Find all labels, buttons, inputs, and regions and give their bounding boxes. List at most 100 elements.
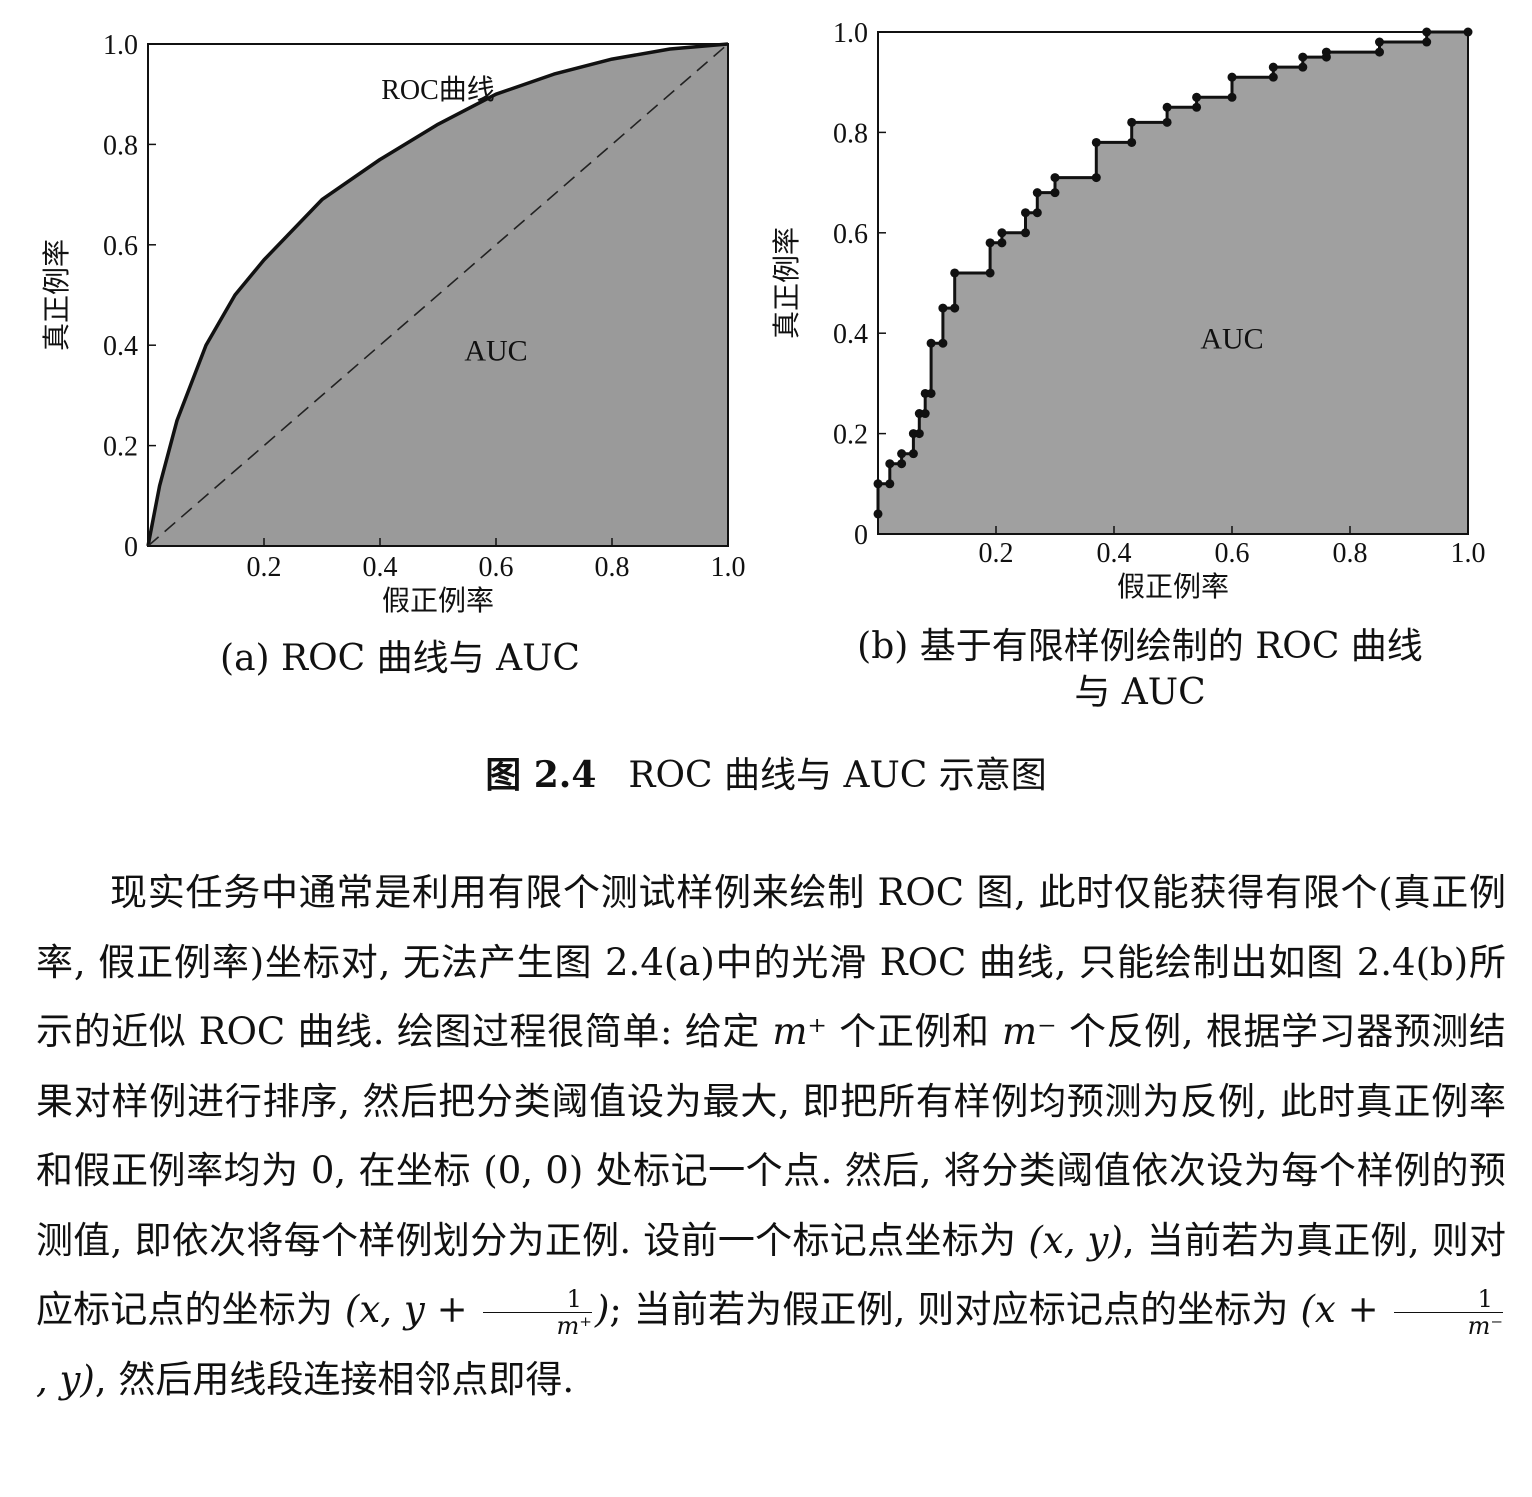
math-m-minus: m⁻ (1002, 1010, 1057, 1053)
fraction-1-over-m-plus: 1 m⁺ (482, 1286, 592, 1340)
roc-point-19 (985, 238, 995, 248)
auc-label: AUC (1200, 322, 1263, 355)
x-axis-label: 假正例率 (1117, 571, 1229, 603)
y-tick-label-4: 0.8 (833, 118, 868, 149)
roc-point-21 (997, 228, 1007, 238)
x-tick-label-4: 1.0 (711, 552, 746, 583)
y-tick-label-2: 0.4 (833, 319, 868, 350)
roc-point-6 (908, 449, 918, 459)
para-text-6: , 然后用线段连接相邻点即得. (94, 1357, 575, 1401)
figure-number: 图 2.4 (485, 754, 597, 796)
roc-chart-a: 0.2 0.4 0.6 0.8 1.0 0 0.2 0.4 0.6 0.8 1.0 假正例率 真正例率 R… (41, 30, 746, 617)
y-axis-label: 真正例率 (41, 239, 73, 351)
x-tick-label-3: 0.8 (1333, 538, 1368, 569)
body-paragraph: 现实任务中通常是利用有限个测试样例来绘制 ROC 图, 此时仅能获得有限个(真正… (36, 858, 1506, 1414)
para-text-1: 现实任务中通常是利用有限个测试样例来绘制 ROC 图, 此时仅能获得有限个(真正… (36, 871, 1506, 1053)
roc-chart-b: 0.2 0.4 0.6 0.8 1.0 0 0.2 0.4 0.6 0.8 1.0 假正例率 真正例率 A… (771, 18, 1486, 603)
roc-point-3 (885, 459, 895, 469)
x-tick-label-0: 0.2 (247, 552, 282, 583)
random-guess-diagonal (147, 43, 729, 547)
y-tick-label-1: 0.2 (103, 432, 138, 463)
roc-point-16 (950, 303, 960, 313)
roc-point-1 (873, 479, 883, 489)
roc-point-28 (1091, 173, 1101, 183)
roc-point-35 (1192, 92, 1202, 102)
x-tick-label-0: 0.2 (979, 538, 1014, 569)
roc-point-31 (1127, 117, 1137, 127)
figure-caption: 图 2.4 ROC 曲线与 AUC 示意图 (0, 746, 1532, 798)
roc-curve-label: ROC曲线 (381, 74, 495, 106)
math-xy: (x, y) (1028, 1218, 1123, 1262)
para-text-2: 个正例和 (826, 1010, 1002, 1053)
roc-point-34 (1192, 102, 1202, 112)
roc-point-26 (1050, 188, 1060, 198)
y-tick-label-5: 1.0 (103, 30, 138, 61)
x-tick-label-3: 0.8 (595, 552, 630, 583)
caption-b: (b) 基于有限样例绘制的 ROC 曲线 与 AUC (800, 624, 1480, 716)
caption-b-line2: 与 AUC (1074, 672, 1206, 713)
roc-point-15 (938, 303, 948, 313)
roc-point-27 (1050, 173, 1060, 183)
x-tick-label-1: 0.4 (1097, 538, 1132, 569)
y-tick-label-3: 0.6 (103, 231, 138, 262)
roc-point-40 (1298, 62, 1308, 72)
y-tick-label-5: 1.0 (833, 18, 868, 49)
roc-point-20 (997, 238, 1007, 248)
y-tick-label-3: 0.6 (833, 219, 868, 250)
roc-point-24 (1032, 208, 1042, 218)
roc-point-30 (1127, 137, 1137, 147)
roc-point-10 (920, 409, 930, 419)
roc-point-32 (1162, 117, 1172, 127)
y-tick-label-0: 0 (124, 532, 138, 563)
roc-point-43 (1321, 47, 1331, 57)
figure-title: ROC 曲线与 AUC 示意图 (628, 755, 1047, 796)
frac-den-m-plus: m⁺ (556, 1312, 592, 1340)
roc-point-17 (950, 268, 960, 278)
roc-point-29 (1091, 137, 1101, 147)
para-text-5: ; 当前若为假正例, 则对应标记点的坐标为 (609, 1288, 1301, 1331)
roc-point-14 (938, 338, 948, 348)
math-coord1-post: ) (594, 1288, 610, 1331)
auc-label: AUC (464, 334, 527, 367)
roc-point-45 (1375, 37, 1384, 47)
math-m-plus: m⁺ (772, 1010, 827, 1053)
roc-point-46 (1422, 37, 1432, 47)
roc-point-25 (1032, 188, 1042, 198)
roc-point-22 (1021, 228, 1030, 238)
para-text-3: 个反例, 根据学习器预测结果对样例进行排序, 然后把分类阈值设为最大, 即把所有… (36, 1010, 1506, 1262)
roc-point-18 (985, 268, 995, 278)
roc-point-2 (885, 479, 895, 489)
y-tick-label-2: 0.4 (103, 331, 138, 362)
roc-point-33 (1162, 102, 1172, 112)
x-tick-label-1: 0.4 (363, 552, 398, 583)
roc-point-44 (1375, 47, 1384, 57)
roc-point-5 (897, 449, 907, 459)
roc-point-12 (926, 388, 936, 398)
roc-point-37 (1227, 72, 1237, 82)
x-tick-label-2: 0.6 (1215, 538, 1250, 569)
caption-a: (a) ROC 曲线与 AUC (220, 638, 580, 679)
y-tick-label-4: 0.8 (103, 130, 138, 161)
caption-b-line1: (b) 基于有限样例绘制的 ROC 曲线 (857, 626, 1423, 667)
roc-point-48 (1463, 27, 1473, 37)
fraction-1-over-m-minus: 1 m⁻ (1393, 1286, 1503, 1340)
math-coord1-pre: (x, y + (344, 1288, 480, 1331)
y-tick-label-0: 0 (854, 520, 868, 551)
para-text-4: , 当前若为真正例, 则对应标记点的坐标为 (36, 1218, 1507, 1332)
roc-point-39 (1268, 62, 1278, 72)
roc-point-4 (897, 459, 907, 469)
roc-point-36 (1227, 92, 1237, 102)
frac-num-1: 1 (482, 1286, 592, 1313)
roc-curve (146, 42, 729, 547)
roc-point-13 (926, 338, 936, 348)
frac-den-m-minus: m⁻ (1467, 1312, 1503, 1340)
roc-point-8 (914, 429, 924, 439)
plot-frame (877, 31, 1469, 535)
x-tick-label-2: 0.6 (479, 552, 514, 583)
y-axis-label: 真正例率 (771, 227, 803, 339)
roc-point-38 (1268, 72, 1278, 82)
y-tick-label-1: 0.2 (833, 420, 868, 451)
math-coord2-pre: (x + (1300, 1288, 1391, 1331)
x-tick-label-4: 1.0 (1451, 538, 1486, 569)
roc-point-41 (1298, 52, 1308, 62)
